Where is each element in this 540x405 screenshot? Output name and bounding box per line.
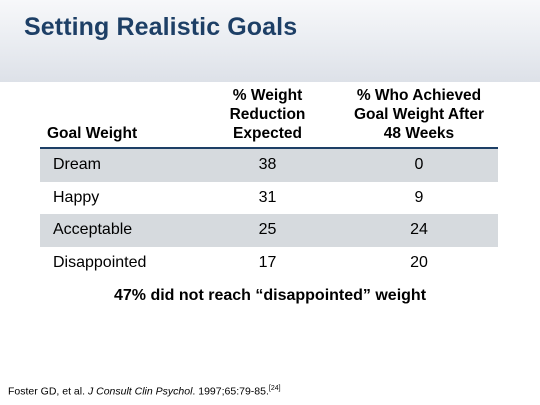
citation-ref: [24] xyxy=(268,385,281,392)
citation-authors: Foster GD, et al. xyxy=(8,385,88,398)
cell-achieved: 9 xyxy=(414,188,424,206)
summary-statement: 47% did not reach “disappointed” weight xyxy=(113,287,427,304)
table-row: Happy 31 9 xyxy=(40,182,498,215)
table-row: Dream 38 0 xyxy=(40,148,498,182)
slide-header: Setting Realistic Goals xyxy=(0,0,540,82)
goals-table: Goal Weight % Weight Reduction Expected … xyxy=(40,86,498,279)
cell-goal: Happy xyxy=(53,188,100,206)
table-row: Disappointed 17 20 xyxy=(40,247,498,280)
header-weight-reduction: % Weight Reduction Expected xyxy=(195,86,340,149)
cell-achieved: 0 xyxy=(340,148,498,182)
cell-achieved: 20 xyxy=(410,253,428,271)
header-achieved: % Who Achieved Goal Weight After 48 Week… xyxy=(340,86,498,149)
citation-journal: J Consult Clin Psychol xyxy=(87,385,193,398)
table-header-row: Goal Weight % Weight Reduction Expected … xyxy=(40,86,498,149)
cell-reduction: 17 xyxy=(258,253,277,271)
cell-achieved: 24 xyxy=(340,214,498,247)
header-goal-weight: Goal Weight xyxy=(40,86,195,149)
cell-reduction: 38 xyxy=(195,148,340,182)
cell-goal: Disappointed xyxy=(53,253,147,271)
table-row: Acceptable 25 24 xyxy=(40,214,498,247)
cell-goal: Dream xyxy=(40,148,195,182)
citation-details: . 1997;65:79-85. xyxy=(192,385,269,398)
cell-goal: Acceptable xyxy=(40,214,195,247)
cell-reduction: 31 xyxy=(258,188,277,206)
citation: Foster GD, et al. J Consult Clin Psychol… xyxy=(8,385,281,398)
slide-title: Setting Realistic Goals xyxy=(24,13,298,41)
cell-reduction: 25 xyxy=(195,214,340,247)
